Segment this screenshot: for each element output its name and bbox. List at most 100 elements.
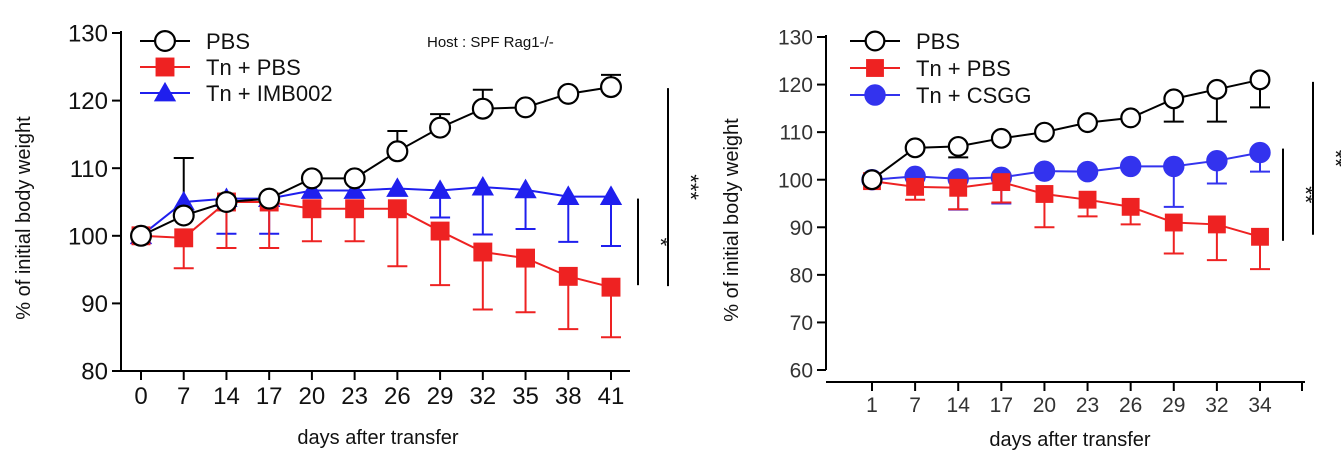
right-x-tick-label: 23 [1076,394,1099,417]
left-y-tick-label: 100 [68,223,108,250]
right-legend-marker [864,30,886,52]
right-data-point [1078,190,1097,209]
right-y-tick-label: 80 [790,264,813,287]
left-x-tick-label: 32 [469,383,496,410]
right-legend-label: Tn + CSGG [916,83,1032,108]
left-data-point [302,199,322,219]
right-data-point [1206,78,1228,100]
right-legend-label: PBS [916,29,960,54]
right-data-point [1163,88,1185,110]
right-x-tick-label: 32 [1205,394,1228,417]
right-data-point [1251,227,1269,246]
left-series-line [140,201,612,289]
right-data-point [992,173,1011,192]
right-x-tick-label: 1 [866,394,878,417]
right-legend-label: Tn + PBS [916,56,1011,81]
right-x-tick-label: 20 [1033,394,1056,417]
right-significance-label: ** [1323,150,1341,168]
right-x-axis-label: days after transfer [989,429,1151,451]
left-y-tick-label: 110 [70,156,108,183]
left-significance: **** [637,88,703,287]
left-data-point [172,190,195,211]
right-significance-label: ** [1293,186,1318,204]
left-data-point [473,242,493,262]
left-data-point [471,175,494,196]
left-data-point [387,199,407,219]
left-host-annotation: Host : SPF Rag1-/- [427,34,554,51]
right-x-tick-label: 26 [1119,394,1142,417]
right-y-tick-label: 110 [780,122,813,145]
left-x-tick-label: 35 [512,383,539,410]
left-data-point [514,178,537,199]
right-legend-marker [866,59,884,77]
left-data-point [514,96,537,119]
left-x-tick-label: 14 [213,383,240,410]
left-data-point [345,199,365,219]
left-data-point [430,221,450,241]
left-significance-label: * [648,238,673,247]
right-data-point [1207,215,1226,234]
right-y-tick-label: 90 [790,217,813,240]
left-legend-marker [153,81,177,102]
left-y-tick-label: 130 [68,21,108,48]
right-y-tick-label: 70 [790,312,813,335]
right-plot-area [861,69,1271,271]
left-y-tick-label: 80 [81,359,108,386]
right-data-point [1163,155,1185,178]
left-data-point [172,204,195,227]
left-data-point [557,185,580,205]
left-data-point [174,228,194,248]
left-legend-label: Tn + IMB002 [206,81,333,106]
left-data-point [215,191,238,214]
right-data-point [947,135,969,157]
left-data-point [386,140,409,163]
right-data-point [1077,112,1099,134]
left-data-point [343,167,366,190]
right-series-line [871,78,1261,181]
right-data-point [990,127,1012,149]
left-legend-label: PBS [206,29,250,54]
left-data-point [130,224,153,247]
right-legend-marker [864,84,886,106]
left-data-point [471,97,494,120]
right-data-point [1119,155,1142,178]
left-data-point [300,167,323,190]
right-x-tick-label: 29 [1162,394,1185,417]
left-x-tick-label: 38 [555,383,582,410]
left-plot-area [129,73,623,339]
right-x-tick-label: 34 [1248,394,1272,417]
right-data-point [1121,197,1140,216]
right-y-tick-label: 100 [778,169,813,192]
left-data-point [386,177,409,197]
right-x-tick-label: 17 [990,394,1013,417]
left-data-point [516,248,535,268]
right-data-point [904,137,926,159]
left-data-point [599,185,623,205]
left-data-point [599,76,622,99]
left-data-point [601,277,621,297]
right-data-point [1033,160,1056,182]
left-x-tick-label: 23 [341,383,368,410]
right-y-axis-label: % of initial body weight [721,118,743,322]
left-x-tick-label: 7 [177,383,190,410]
left-legend-label: Tn + PBS [206,55,301,80]
left-x-tick-label: 26 [384,383,411,410]
left-x-axis-label: days after transfer [297,427,459,449]
left-data-point [258,187,281,210]
right-significance: ** ** [1282,81,1341,241]
right-series-line [871,180,1261,238]
right-data-point [1249,141,1271,164]
right-data-point [949,178,968,197]
right-data-point [1120,107,1142,129]
right-data-point [1206,149,1228,172]
left-legend-marker [154,30,177,52]
right-y-tick-label: 130 [778,27,813,50]
left-chart: % of initial body weight days after tran… [13,21,703,449]
right-data-point [1249,69,1271,91]
right-data-point [906,177,925,196]
left-significance-label: *** [678,174,703,200]
right-x-tick-label: 14 [947,394,971,417]
left-x-tick-label: 0 [134,383,147,410]
